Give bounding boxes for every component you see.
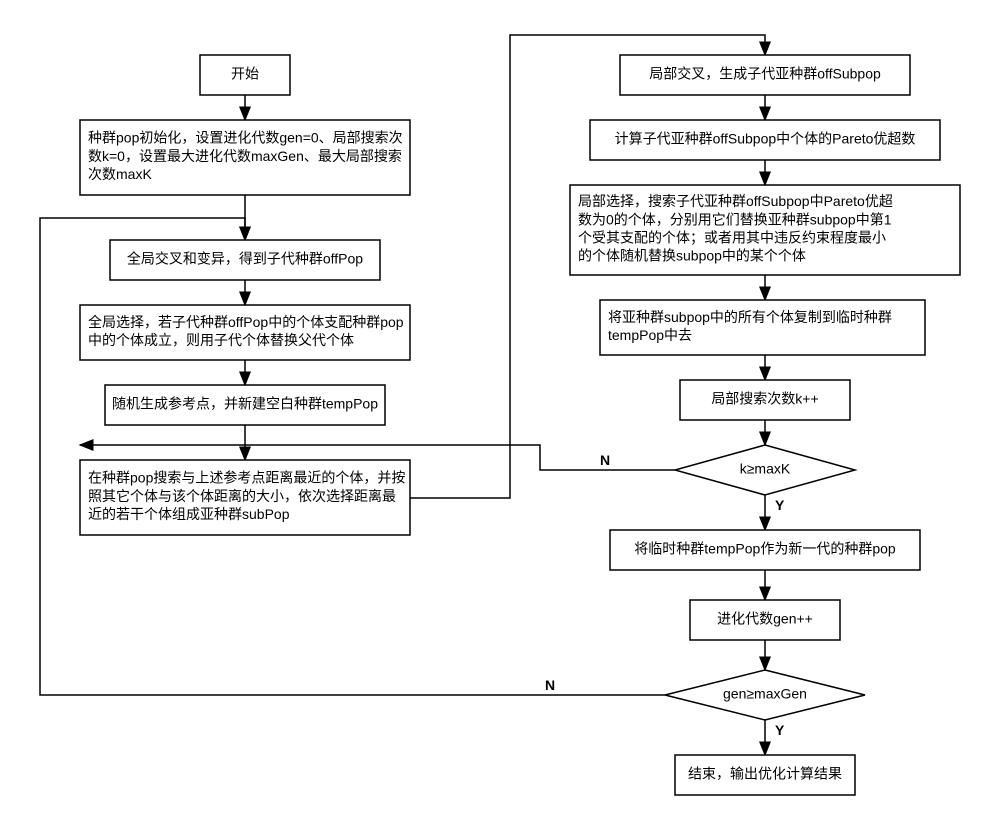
node-search: 在种群pop搜索与上述参考点距离最近的个体，并按照其它个体与该个体距离的大小，依… — [80, 460, 410, 535]
node-text: 进化代数gen++ — [717, 610, 813, 626]
branch-label-g_yes: Y — [775, 722, 785, 738]
branch-label-g_no: N — [545, 677, 555, 693]
node-text: 中的个体成立，则用子代个体替换父代个体 — [88, 332, 354, 348]
branch-label-k_no: N — [600, 452, 610, 468]
node-kcond: k≥maxK — [675, 445, 855, 495]
node-kinc: 局部搜索次数k++ — [680, 380, 850, 420]
node-text: 的个体随机替换subpop中的某个个体 — [578, 248, 806, 264]
node-text: 个受其支配的个体；或者用其中违反约束程度最小 — [578, 230, 886, 247]
node-text: 近的若干个体组成亚种群subPop — [88, 506, 290, 522]
node-text: 种群pop初始化，设置进化代数gen=0、局部搜索次 — [88, 130, 403, 146]
node-text: 结束，输出优化计算结果 — [688, 765, 842, 781]
node-pareto: 计算子代亚种群offSubpop中个体的Pareto优超数 — [590, 120, 940, 160]
node-init: 种群pop初始化，设置进化代数gen=0、局部搜索次数k=0，设置最大进化代数m… — [80, 120, 410, 195]
node-text: 照其它个体与该个体距离的大小，依次选择距离最 — [88, 488, 396, 504]
branch-label-k_yes: Y — [775, 497, 785, 513]
node-lcross: 局部交叉，生成子代亚种群offSubpop — [620, 55, 910, 95]
node-text: 将亚种群subpop中的所有个体复制到临时种群 — [608, 309, 892, 325]
node-text: 随机生成参考点，并新建空白种群tempPop — [112, 395, 378, 411]
node-lsel: 局部选择，搜索子代亚种群offSubpop中Pareto优超数为0的个体，分别用… — [570, 185, 960, 275]
node-refpt: 随机生成参考点，并新建空白种群tempPop — [105, 385, 385, 425]
node-text: 数为0的个体，分别用它们替换亚种群subpop中第1 — [578, 211, 892, 227]
node-gcross: 全局交叉和变异，得到子代种群offPop — [110, 240, 380, 280]
node-text: gen≥maxGen — [723, 686, 807, 702]
node-gsel: 全局选择，若子代种群offPop中的个体支配种群pop 中的个体成立，则用子代个体… — [80, 305, 410, 360]
node-text: k≥maxK — [740, 461, 791, 477]
node-text: 局部交叉，生成子代亚种群offSubpop — [649, 65, 881, 81]
node-text: 次数maxK — [88, 166, 152, 182]
node-text: 局部搜索次数k++ — [711, 390, 818, 406]
flow-edge — [40, 218, 665, 695]
node-text: 在种群pop搜索与上述参考点距离最近的个体，并按 — [88, 470, 405, 486]
node-text: 开始 — [231, 65, 259, 81]
node-text: 将临时种群tempPop作为新一代的种群pop — [634, 540, 896, 556]
node-text: 全局交叉和变异，得到子代种群offPop — [127, 250, 363, 266]
node-text: tempPop中去 — [608, 327, 692, 343]
node-text: 全局选择，若子代种群offPop中的个体支配种群pop — [88, 314, 404, 330]
node-geninc: 进化代数gen++ — [690, 600, 840, 640]
node-end: 结束，输出优化计算结果 — [675, 755, 855, 795]
node-start: 开始 — [200, 55, 290, 95]
node-gencond: gen≥maxGen — [665, 670, 865, 720]
node-text: 局部选择，搜索子代亚种群offSubpop中Pareto优超 — [578, 193, 893, 209]
node-text: 数k=0，设置最大进化代数maxGen、最大局部搜索 — [88, 148, 402, 164]
flowchart-canvas: 开始种群pop初始化，设置进化代数gen=0、局部搜索次数k=0，设置最大进化代… — [0, 0, 1000, 833]
node-newpop: 将临时种群tempPop作为新一代的种群pop — [610, 530, 920, 570]
node-text: 计算子代亚种群offSubpop中个体的Pareto优超数 — [615, 130, 916, 146]
node-copy: 将亚种群subpop中的所有个体复制到临时种群 tempPop中去 — [600, 300, 925, 355]
